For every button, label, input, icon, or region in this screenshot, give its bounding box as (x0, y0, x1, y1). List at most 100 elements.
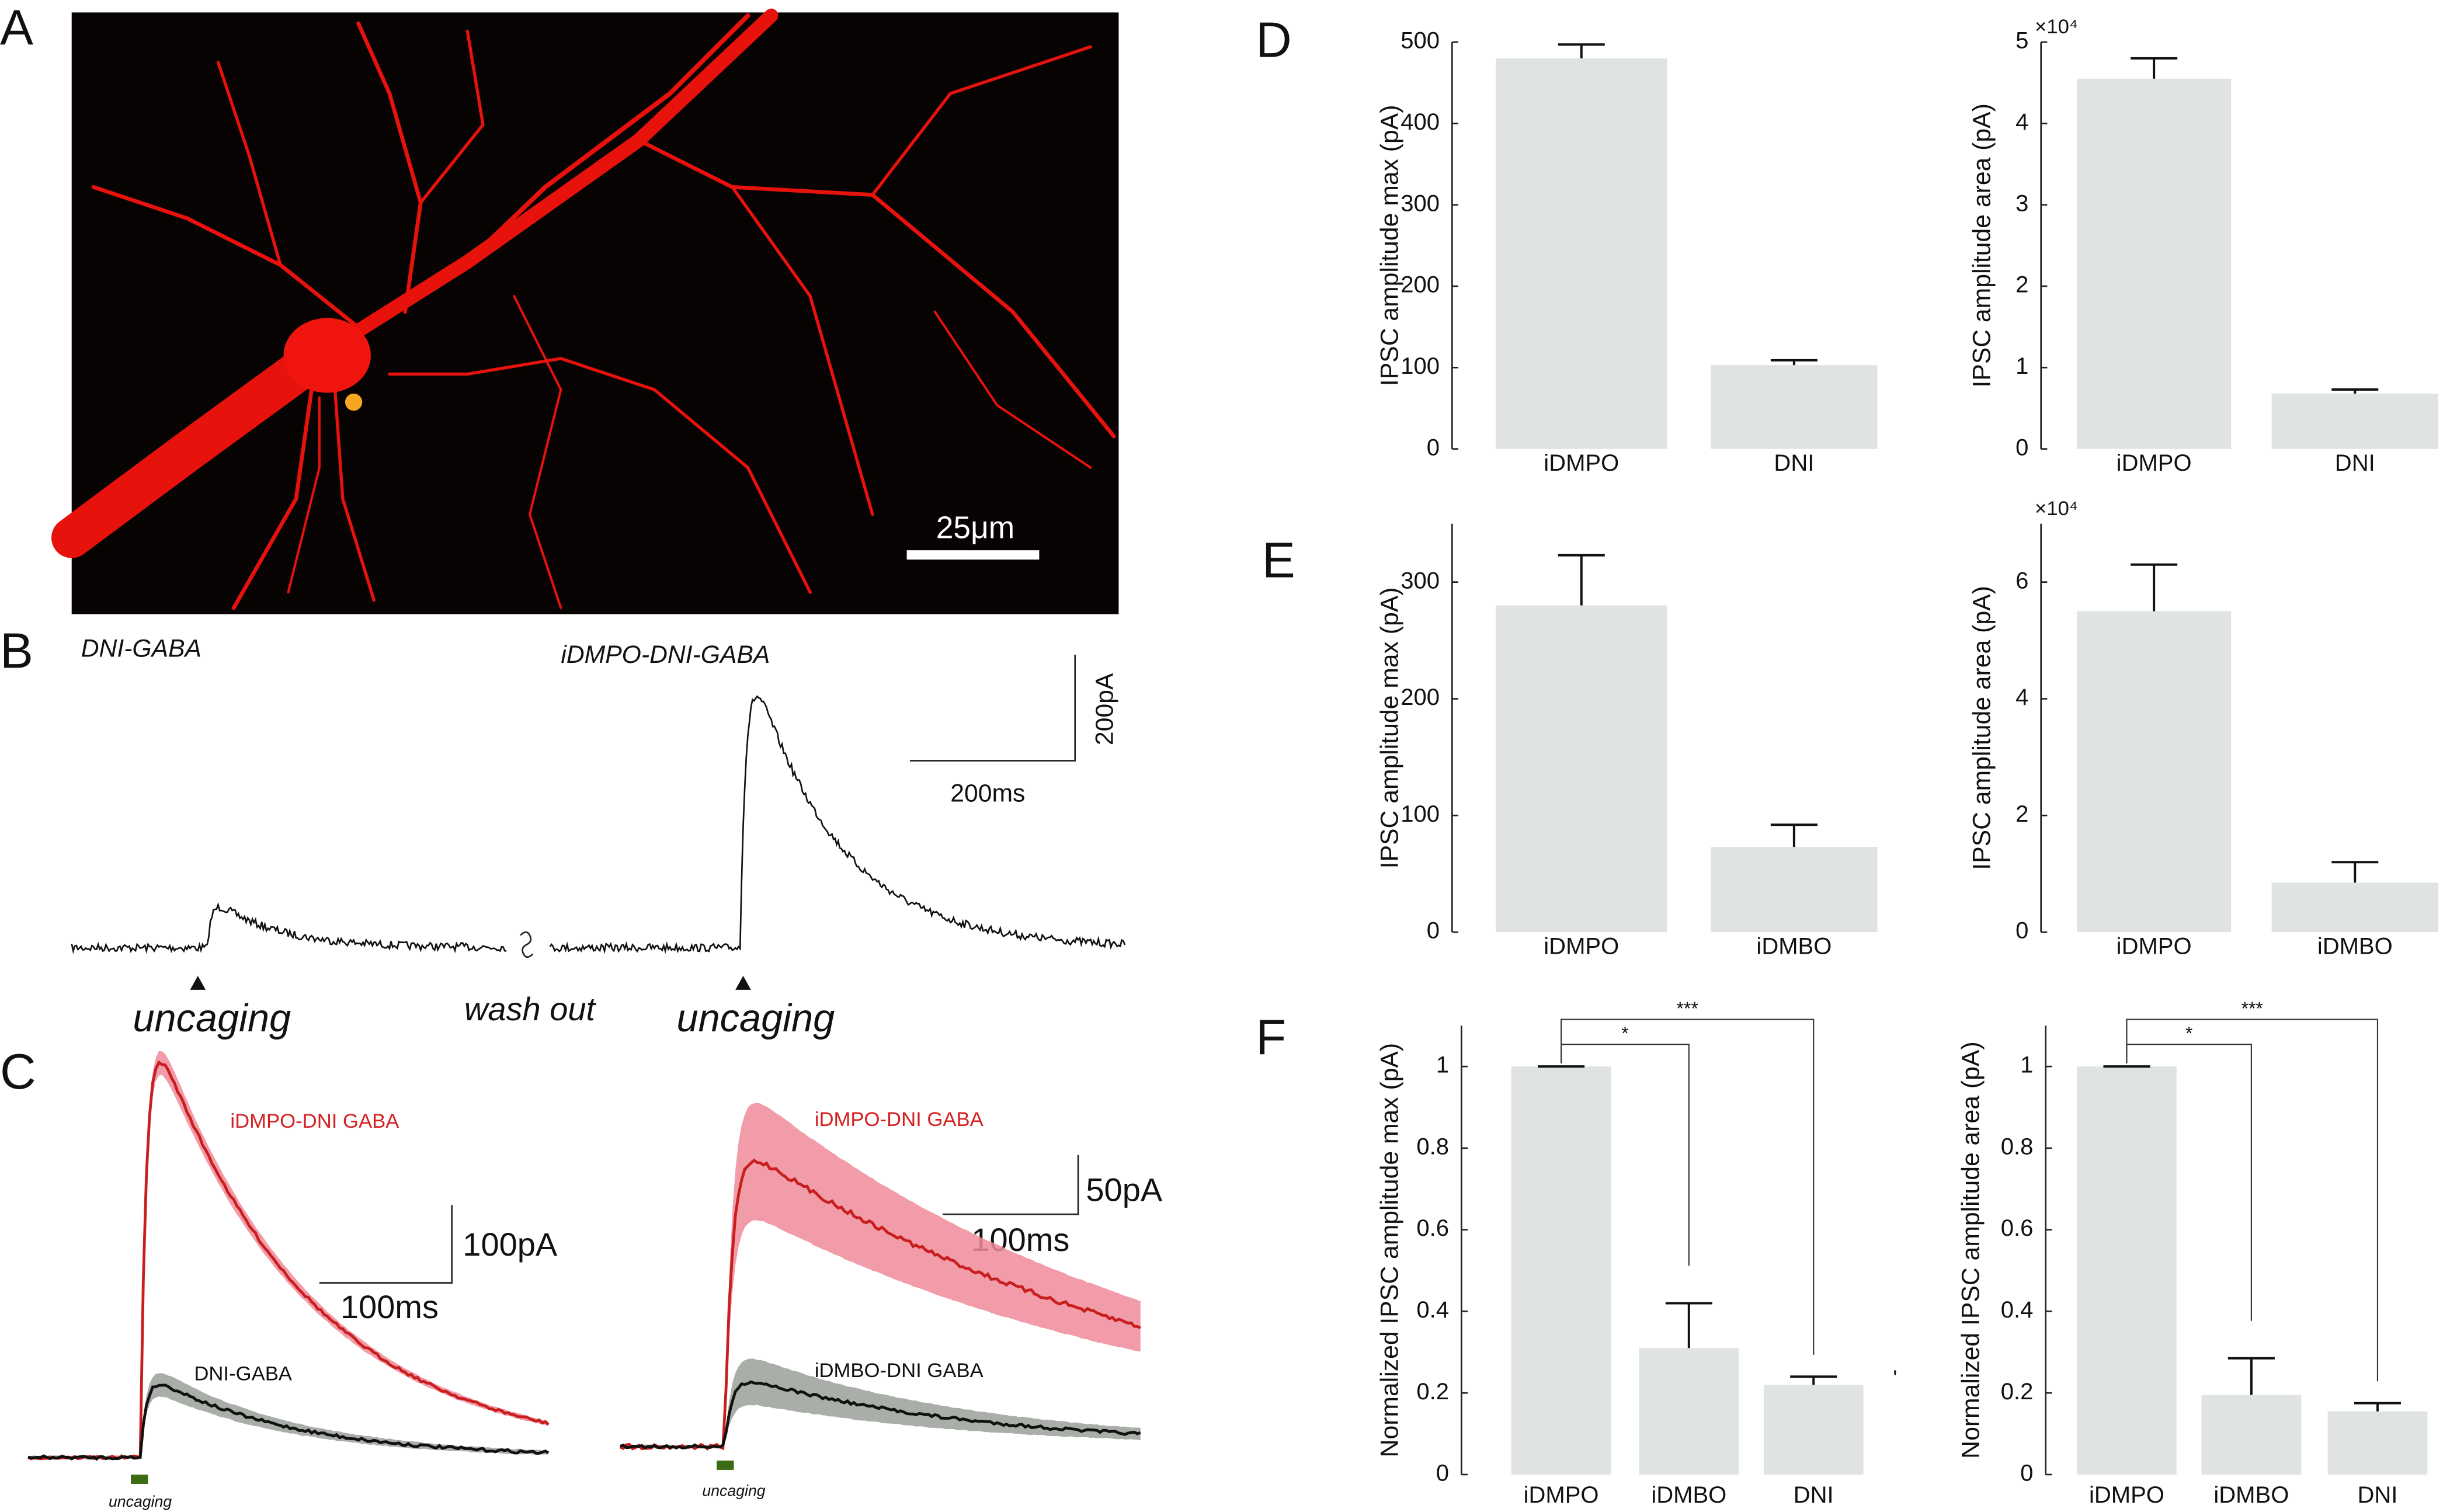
y-tick-label: 0.8 (2001, 1134, 2034, 1159)
y-tick-label: 400 (1401, 109, 1440, 135)
y-scale-label: ×10⁴ (2035, 498, 2078, 520)
y-axis-label: IPSC amplitude area (pA) (1968, 103, 1996, 388)
x-tick-label: iDMBO (1651, 1482, 1726, 1508)
error-bar (2354, 1402, 2401, 1412)
scale-label: 200ms (950, 780, 1025, 808)
bar (1496, 58, 1667, 449)
x-tick-label: iDMBO (2317, 933, 2393, 959)
bar (1496, 605, 1667, 933)
x-tick-label: iDMPO (2089, 1482, 2164, 1508)
y-tick-label: 0.2 (2001, 1379, 2034, 1405)
trace-label: iDMPO-DNI GABA (230, 1110, 399, 1132)
x-tick-label: iDMPO (1544, 933, 1619, 959)
error-bar (1558, 43, 1605, 58)
significance-label: * (2185, 1023, 2192, 1044)
y-tick-label: 200 (1401, 684, 1440, 710)
bar (1711, 365, 1878, 449)
panel-label: B (0, 624, 33, 679)
bar (2271, 393, 2438, 449)
stimulus-bar (131, 1474, 148, 1484)
trace-label: iDMBO-DNI GABA (815, 1360, 984, 1382)
bar (2077, 611, 2232, 933)
error-bar (1665, 1302, 1712, 1348)
panel-label: D (1256, 12, 1292, 68)
washout-label: wash out (464, 990, 597, 1027)
stimulus-marker (190, 975, 206, 990)
uncaging-spot (345, 393, 363, 411)
x-tick-label: iDMPO (1524, 1482, 1599, 1508)
scale-bar (909, 655, 1076, 762)
y-tick-label: 5 (2015, 28, 2028, 54)
y-tick-label: 0.6 (1416, 1215, 1449, 1241)
y-tick-label: 4 (2015, 684, 2028, 710)
bar (2201, 1395, 2302, 1475)
trace-band (620, 1103, 1141, 1449)
x-tick-label: iDMBO (2213, 1482, 2289, 1508)
error-bar (2131, 57, 2178, 79)
y-tick-label: 500 (1401, 28, 1440, 54)
stray-mark: ' (1893, 1365, 1897, 1390)
scale-bar (319, 1205, 453, 1284)
error-bar (1770, 823, 1818, 847)
error-bar (1790, 1375, 1837, 1385)
y-tick-label: 0 (1427, 918, 1440, 944)
bar (1639, 1348, 1739, 1475)
panel-label: A (0, 0, 33, 55)
error-bar (2227, 1357, 2275, 1395)
error-bar (1558, 554, 1605, 606)
y-tick-label: 2 (2015, 272, 2028, 298)
stimulus-label: uncaging (109, 1493, 172, 1510)
panel-label: E (1262, 533, 1295, 589)
traces (27, 695, 1141, 1461)
significance-bracket (1560, 1019, 1815, 1355)
stimulus-marker (735, 975, 751, 990)
trace (27, 1384, 550, 1461)
bar (2327, 1411, 2428, 1475)
y-tick-label: 0.2 (1416, 1379, 1449, 1405)
bar (1511, 1066, 1611, 1475)
y-tick-label: 0.6 (2001, 1215, 2034, 1241)
y-axis-label: Normalized IPSC amplitude area (pA) (1957, 1041, 1985, 1458)
bar (1763, 1385, 1864, 1475)
bar (2271, 882, 2438, 933)
y-tick-label: 3 (2015, 190, 2028, 216)
significance-label: * (1621, 1023, 1628, 1044)
y-axis-label: IPSC amplitude area (pA) (1968, 586, 1996, 870)
y-scale-label: ×10⁴ (2035, 16, 2078, 38)
x-tick-label: iDMPO (1544, 450, 1619, 476)
significance-bracket (2126, 1019, 2379, 1382)
stimulus-label: uncaging (677, 997, 835, 1040)
y-tick-label: 300 (1401, 190, 1440, 216)
trace (549, 695, 1126, 954)
scale-label: 25μm (936, 511, 1015, 545)
y-tick-label: 100 (1401, 353, 1440, 379)
scale-bar (942, 1155, 1079, 1215)
significance-label: *** (1676, 998, 1698, 1019)
y-tick-label: 200 (1401, 272, 1440, 298)
y-tick-label: 1 (2015, 353, 2028, 379)
x-tick-label: iDMPO (2117, 450, 2192, 476)
significance-label: *** (2242, 998, 2263, 1019)
y-tick-label: 0.4 (2001, 1297, 2034, 1323)
error-bar (2331, 861, 2379, 883)
bar (2077, 78, 2232, 449)
scale-label: 50pA (1086, 1172, 1162, 1208)
error-bar (1770, 359, 1818, 366)
break-symbol (520, 931, 534, 958)
bar (1711, 847, 1878, 933)
trace-label: iDMPO-DNI GABA (815, 1108, 984, 1131)
x-tick-label: iDMPO (2117, 933, 2192, 959)
trace (71, 902, 507, 954)
y-tick-label: 300 (1401, 568, 1440, 593)
y-tick-label: 2 (2015, 801, 2028, 827)
y-tick-label: 0 (2020, 1461, 2033, 1486)
y-tick-label: 4 (2015, 109, 2028, 135)
scale-label: 100ms (340, 1288, 439, 1325)
stimulus-label: uncaging (133, 997, 291, 1040)
x-tick-label: DNI (1794, 1482, 1834, 1508)
stimulus-label: uncaging (702, 1482, 765, 1499)
scale-bar (906, 550, 1040, 560)
y-tick-label: 0 (1436, 1461, 1449, 1486)
y-axis-label: Normalized IPSC amplitude max (pA) (1376, 1043, 1404, 1458)
